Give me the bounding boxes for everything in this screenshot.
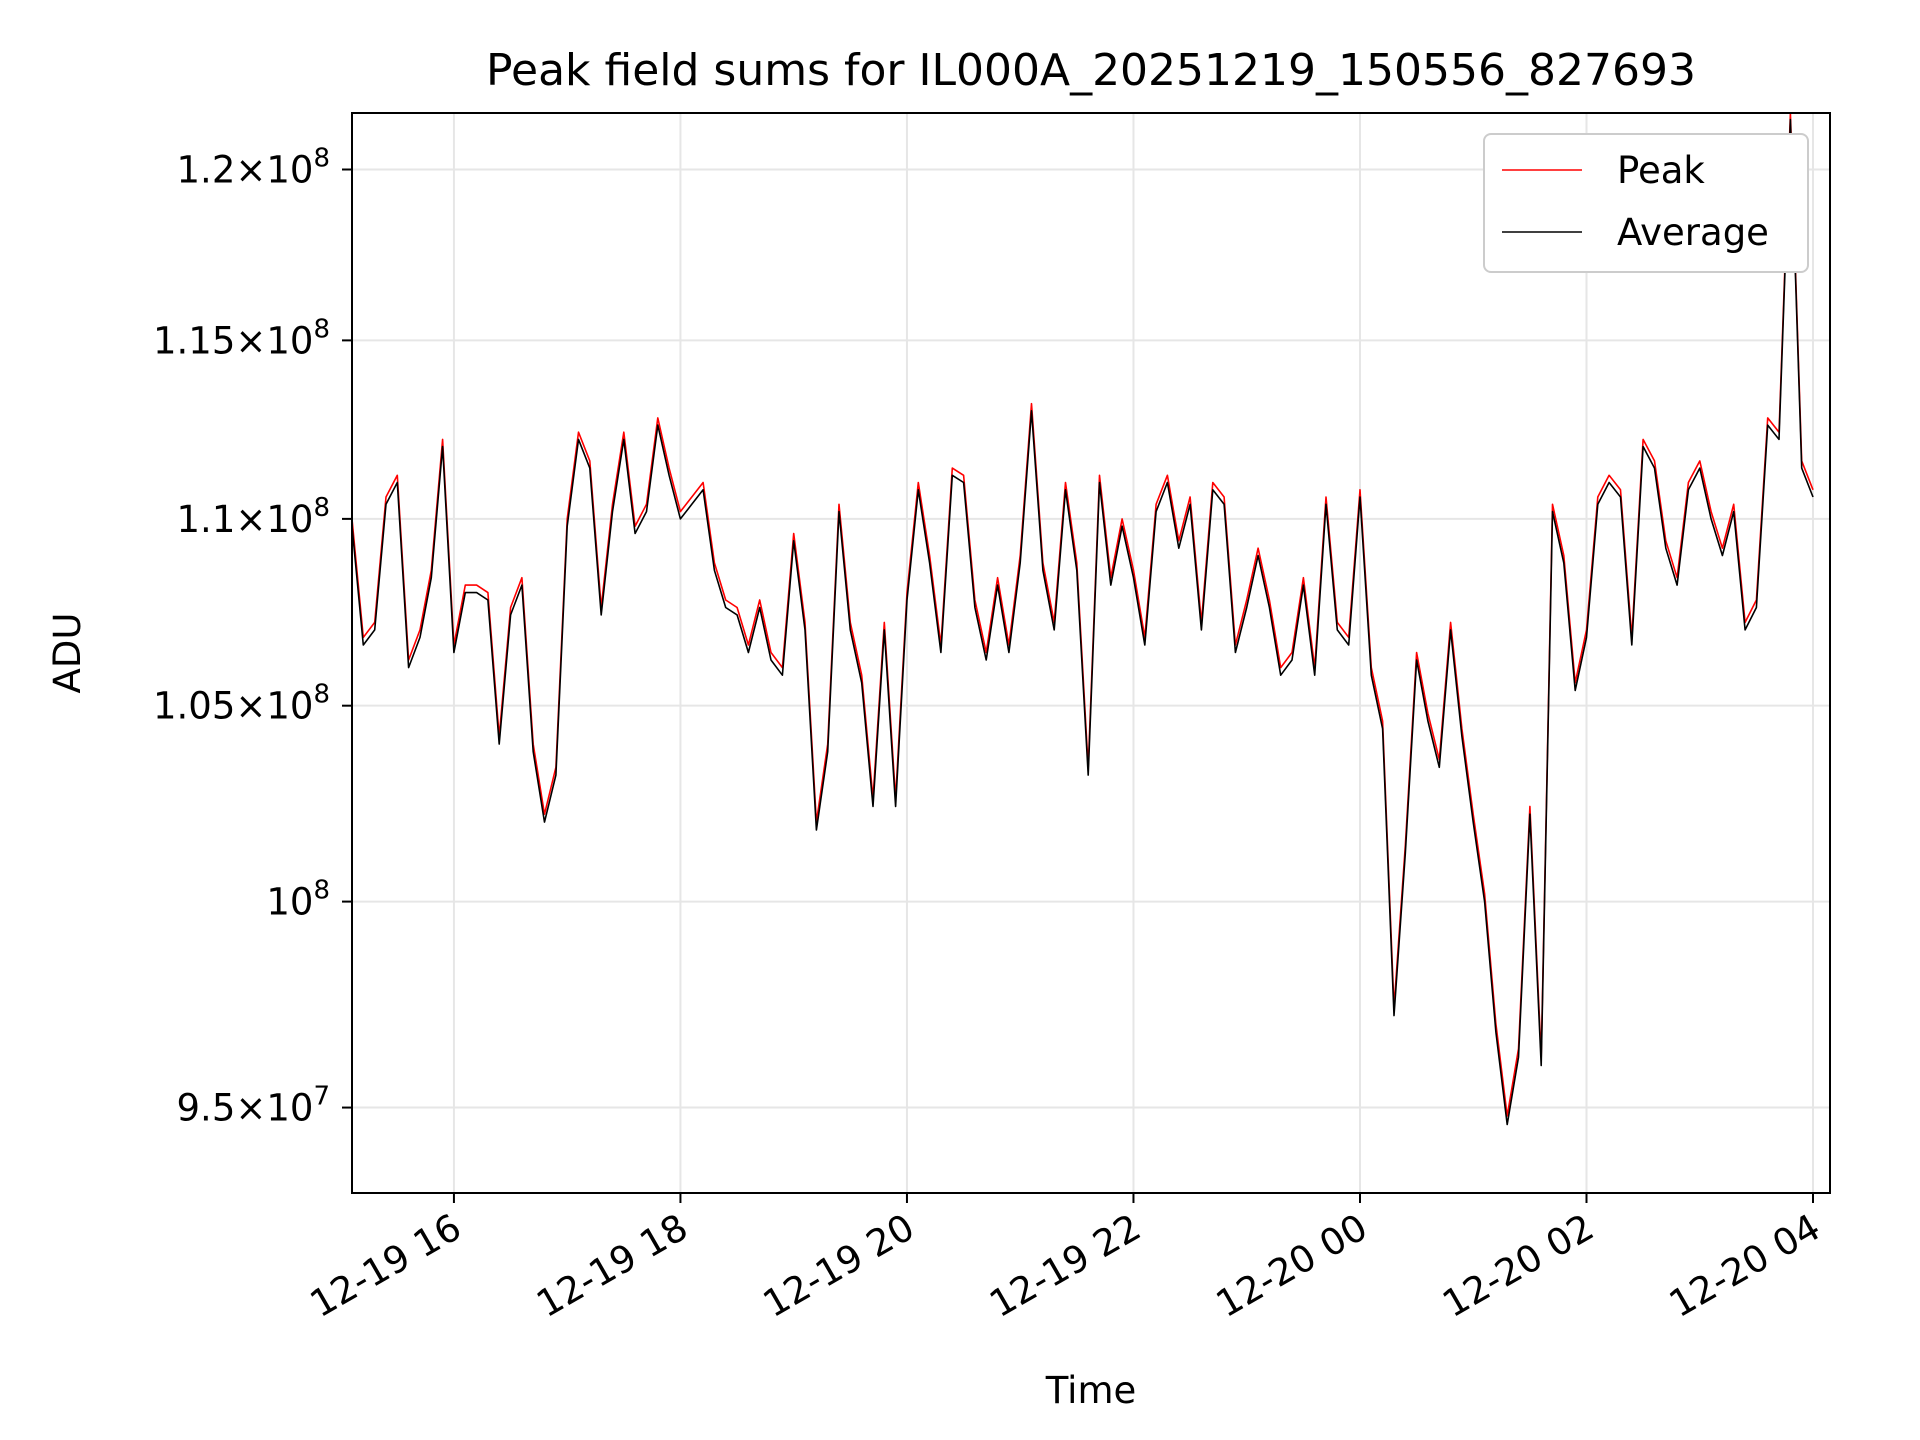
chart-title: Peak field sums for IL000A_20251219_1505…: [486, 45, 1696, 96]
y-tick-mantissa: 9.5×10: [177, 1087, 314, 1130]
x-tick-label: 12-19 18: [529, 1206, 695, 1326]
plot-area: [352, 113, 1814, 1126]
x-tick-label: 12-20 02: [1435, 1206, 1601, 1326]
legend-box: [1483, 133, 1809, 273]
x-tick-label: 12-20 00: [1209, 1206, 1375, 1326]
y-tick-mantissa: 1.15×10: [153, 319, 313, 362]
y-tick-mantissa: 10: [266, 881, 313, 924]
y-tick-exponent: 8: [313, 680, 330, 710]
axes-frame: [351, 112, 1831, 1194]
y-tick-mantissa: 1.1×10: [177, 498, 314, 541]
y-tick-exponent: 7: [313, 1082, 330, 1112]
y-tick-label: 1.15×108: [153, 314, 330, 362]
y-tick-label: 1.2×108: [177, 143, 330, 191]
y-tick-label: 1.05×108: [153, 680, 330, 728]
y-tick-mantissa: 1.2×10: [177, 148, 314, 191]
y-tick-exponent: 8: [313, 314, 330, 344]
series-line-average: [352, 118, 1814, 1126]
y-tick-label: 9.5×107: [177, 1082, 330, 1130]
legend: Peak Average: [1483, 133, 1809, 273]
x-tick-label: 12-20 04: [1662, 1206, 1828, 1326]
series-layer: [352, 113, 1814, 1126]
y-tick-exponent: 8: [313, 143, 330, 173]
x-axis: 12-19 16 12-19 18 12-19 20 12-19 22 12-20 00…: [303, 1193, 1828, 1326]
x-tick-label: 12-19 16: [303, 1206, 469, 1326]
x-axis-label: Time: [1045, 1369, 1137, 1412]
y-tick-mantissa: 1.05×10: [153, 685, 313, 728]
x-tick-label: 12-19 22: [982, 1206, 1148, 1326]
legend-average-label: Average: [1617, 211, 1769, 254]
y-tick-label: 108: [266, 876, 330, 924]
y-axis-label: ADU: [46, 613, 89, 694]
x-tick-label: 12-19 20: [756, 1206, 922, 1326]
y-tick-exponent: 8: [313, 876, 330, 906]
grid-layer: [352, 113, 1830, 1193]
legend-peak-label: Peak: [1617, 149, 1705, 192]
y-tick-label: 1.1×108: [177, 493, 330, 541]
y-tick-exponent: 8: [313, 493, 330, 523]
